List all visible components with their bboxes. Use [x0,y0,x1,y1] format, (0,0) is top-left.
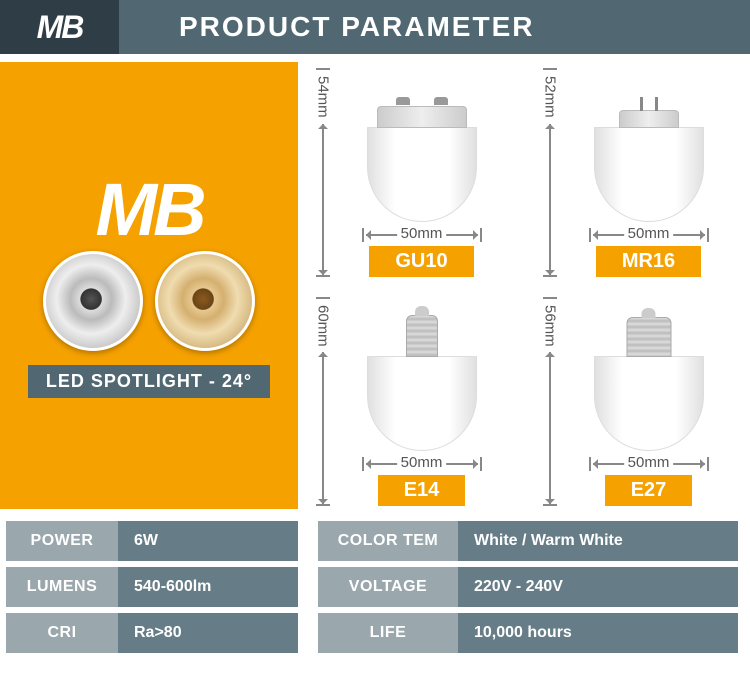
bulb-label: E14 [378,475,466,506]
bulb-image-e27 [584,311,714,451]
bulb-cell-e14: 60mm 50mm E14 [308,291,505,506]
width-dim: 50mm [362,457,482,471]
spec-label-lumens: LUMENS [6,567,118,607]
bulb-label: E27 [605,475,693,506]
spec-label-power: POWER [6,521,118,561]
bulb-front-views [43,251,255,351]
width-dim: 50mm [589,457,709,471]
bulb-front-warm [155,251,255,351]
main-content: MB LED SPOTLIGHT - 24° 54mm [0,54,750,509]
header: MB PRODUCT PARAMETER [0,0,750,54]
height-dim: 60mm [308,291,338,506]
bulb-label: GU10 [369,246,473,277]
spec-value-colortem: White / Warm White [458,521,738,561]
header-logo-box: MB [0,0,119,54]
bulb-label: MR16 [596,246,701,277]
spec-value-lumens: 540-600lm [118,567,298,607]
height-text: 54mm [315,76,332,118]
brand-logo: MB [95,173,202,247]
spec-value-cri: Ra>80 [118,613,298,653]
height-dim: 54mm [308,62,338,277]
bulb-content: 50mm E27 [565,311,732,506]
width-text: 50mm [624,454,674,471]
width-dim: 50mm [362,228,482,242]
spec-label-voltage: VOLTAGE [318,567,458,607]
spec-label-life: LIFE [318,613,458,653]
height-dim: 52mm [535,62,565,277]
page-title: PRODUCT PARAMETER [179,11,534,43]
width-text: 50mm [624,225,674,242]
width-text: 50mm [397,225,447,242]
spec-value-power: 6W [118,521,298,561]
bulb-image-e14 [357,311,487,451]
height-text: 52mm [542,76,559,118]
bulb-cell-e27: 56mm 50mm E27 [535,291,732,506]
bulb-front-cool [43,251,143,351]
bulb-cell-mr16: 52mm 50mm MR16 [535,62,732,277]
width-dim: 50mm [589,228,709,242]
spec-label-cri: CRI [6,613,118,653]
spotlight-label: LED SPOTLIGHT - 24° [28,365,270,398]
width-text: 50mm [397,454,447,471]
bulb-image-mr16 [584,82,714,222]
height-text: 56mm [542,305,559,347]
header-logo: MB [37,9,83,46]
spec-value-voltage: 220V - 240V [458,567,738,607]
left-panel: MB LED SPOTLIGHT - 24° [0,62,298,509]
height-dim: 56mm [535,291,565,506]
bulb-grid: 54mm 50mm GU10 [308,62,750,509]
bulb-content: 50mm MR16 [565,82,732,277]
bulb-content: 50mm E14 [338,311,505,506]
height-text: 60mm [315,305,332,347]
bulb-image-gu10 [357,82,487,222]
spec-label-colortem: COLOR TEM [318,521,458,561]
spec-table: POWER 6W COLOR TEM White / Warm White LU… [0,521,750,653]
spec-value-life: 10,000 hours [458,613,738,653]
bulb-content: 50mm GU10 [338,82,505,277]
bulb-cell-gu10: 54mm 50mm GU10 [308,62,505,277]
